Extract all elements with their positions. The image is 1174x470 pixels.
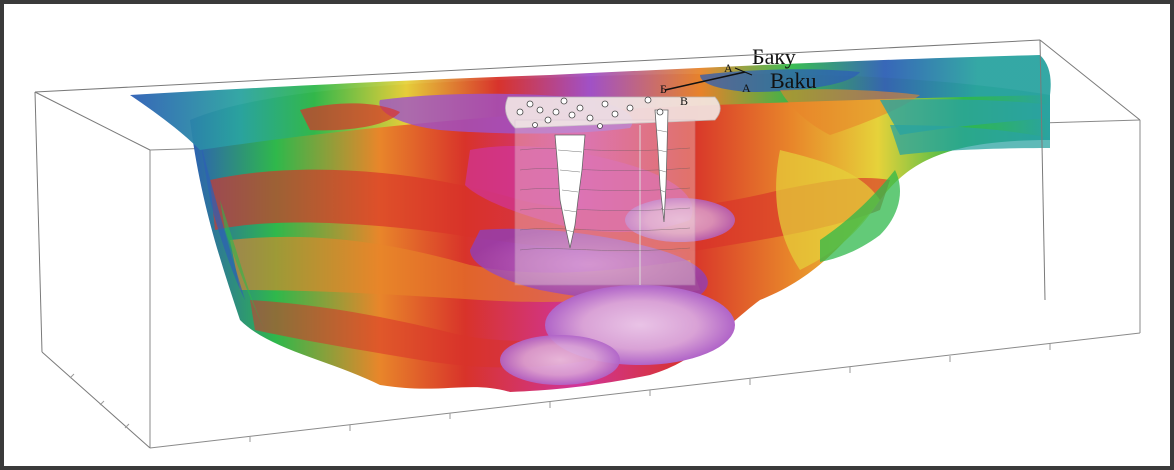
sediment-body xyxy=(190,73,1050,392)
diapir-column-left xyxy=(554,134,586,249)
point-label-v: В xyxy=(680,94,688,108)
point-label-a-upper: А xyxy=(724,61,733,75)
city-label-baku-az: Baku xyxy=(770,68,816,93)
city-label-baku-ru: Баку xyxy=(752,44,796,69)
bounding-box-front xyxy=(34,39,1141,449)
point-label-a-lower: A xyxy=(742,81,751,95)
profile-line xyxy=(664,67,753,91)
well-markers xyxy=(516,96,664,129)
diapir-column-right xyxy=(654,109,669,223)
axis-ticks xyxy=(69,344,1051,442)
point-label-b: Б xyxy=(660,82,667,96)
